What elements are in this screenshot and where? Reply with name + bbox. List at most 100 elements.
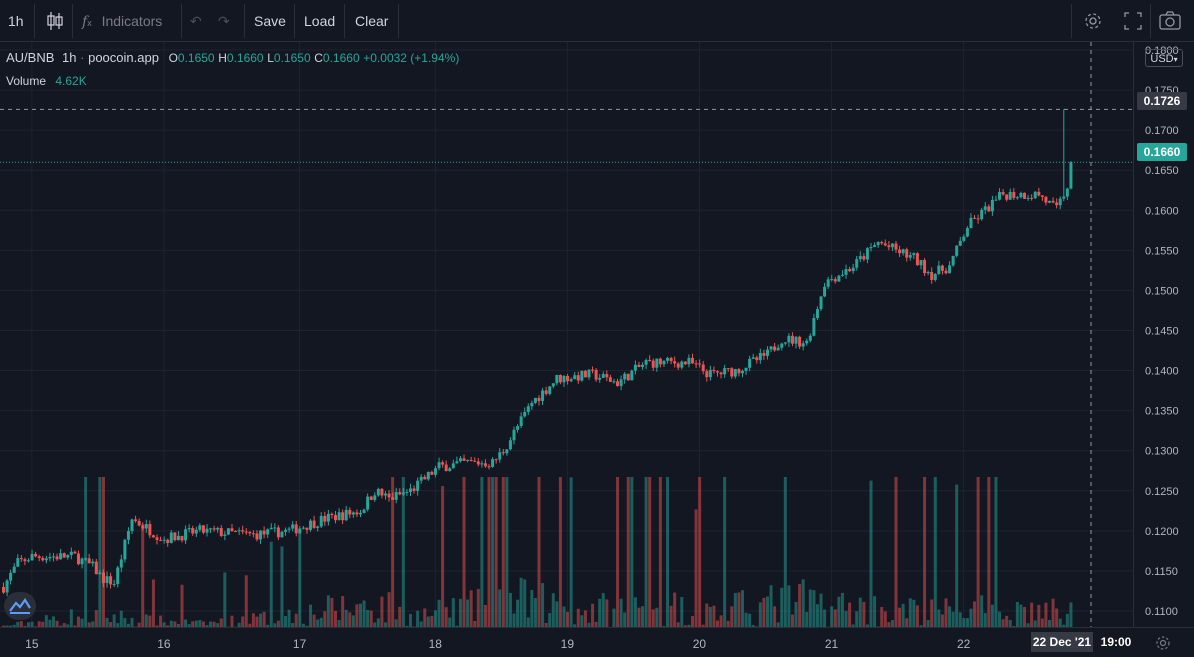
volume-bar bbox=[820, 594, 823, 627]
candle-body bbox=[598, 378, 601, 380]
logo-icon[interactable] bbox=[4, 592, 36, 620]
candle-body bbox=[455, 461, 458, 463]
candle-body bbox=[923, 260, 926, 273]
volume-bar bbox=[120, 611, 123, 627]
volume-bar bbox=[616, 477, 619, 627]
volume-bar bbox=[259, 614, 262, 627]
candle-body bbox=[195, 530, 198, 534]
volume-bar bbox=[777, 622, 780, 627]
volume-bar bbox=[280, 546, 283, 627]
volume-bar bbox=[659, 477, 662, 627]
candle-body bbox=[745, 368, 748, 371]
candle-body bbox=[969, 218, 972, 228]
candle-body bbox=[202, 525, 205, 532]
candle-body bbox=[952, 256, 955, 266]
y-tick-label: 0.1100 bbox=[1145, 606, 1178, 618]
fullscreen-icon[interactable] bbox=[1122, 0, 1144, 42]
candle-body bbox=[20, 558, 23, 559]
y-tick-label: 0.1300 bbox=[1145, 446, 1179, 458]
x-tick-label: 20 bbox=[693, 637, 707, 651]
volume-bar bbox=[252, 613, 255, 627]
candle-body bbox=[448, 468, 451, 471]
volume-bar bbox=[245, 575, 248, 627]
candle-body bbox=[816, 309, 819, 318]
volume-bar bbox=[884, 611, 887, 627]
gear-icon[interactable] bbox=[1154, 634, 1172, 652]
indicators-button[interactable]: fx Indicators bbox=[82, 0, 177, 42]
candle-body bbox=[516, 426, 519, 430]
legend-o-value: 0.1650 bbox=[178, 51, 215, 65]
candle-body bbox=[305, 528, 308, 530]
candle-body bbox=[230, 528, 233, 531]
candle-body bbox=[562, 376, 565, 382]
volume-bar bbox=[645, 477, 648, 627]
volume-bar bbox=[730, 606, 733, 627]
volume-bar bbox=[1066, 614, 1069, 627]
candle-body bbox=[905, 249, 908, 257]
volume-bar bbox=[984, 613, 987, 627]
candle-body bbox=[1027, 198, 1030, 199]
candle-body bbox=[166, 540, 169, 543]
undo-icon[interactable]: ↶ bbox=[190, 0, 208, 42]
volume-bar bbox=[445, 607, 448, 627]
currency-selector[interactable]: USD▾ bbox=[1145, 49, 1183, 67]
redo-icon[interactable]: ↷ bbox=[218, 0, 236, 42]
candle-body bbox=[91, 562, 94, 564]
volume-bar bbox=[148, 616, 151, 627]
candle-body bbox=[109, 576, 112, 584]
legend-symbol[interactable]: AU/BNB bbox=[6, 50, 54, 65]
candle-body bbox=[927, 272, 930, 273]
volume-bar bbox=[538, 477, 541, 627]
candle-body bbox=[784, 342, 787, 343]
volume-bar bbox=[173, 621, 176, 627]
volume-bar bbox=[955, 485, 958, 627]
volume-bar bbox=[859, 598, 862, 627]
volume-bar bbox=[1005, 616, 1008, 627]
candle-body bbox=[106, 576, 109, 583]
volume-bar bbox=[73, 625, 76, 627]
volume-bar bbox=[523, 579, 526, 627]
candle-body bbox=[416, 481, 419, 491]
price-chart[interactable]: 0.18000.17500.17000.16500.16000.15500.15… bbox=[0, 42, 1194, 654]
candle-body bbox=[787, 336, 790, 343]
volume-bar bbox=[505, 477, 508, 627]
candles-icon[interactable] bbox=[44, 0, 66, 42]
candle-body bbox=[373, 495, 376, 500]
candle-body bbox=[987, 206, 990, 211]
volume-bar bbox=[195, 621, 198, 627]
volume-bar bbox=[23, 626, 26, 627]
volume-bar bbox=[1037, 605, 1040, 627]
interval-button[interactable]: 1h bbox=[8, 0, 32, 42]
volume-bar bbox=[773, 606, 776, 627]
candle-body bbox=[248, 532, 251, 533]
candle-body bbox=[677, 363, 680, 367]
candle-body bbox=[273, 527, 276, 528]
volume-bar bbox=[666, 477, 669, 627]
save-button[interactable]: Save bbox=[254, 0, 286, 42]
volume-bar bbox=[634, 597, 637, 627]
volume-bar bbox=[427, 617, 430, 627]
candle-body bbox=[430, 472, 433, 475]
candle-body bbox=[934, 274, 937, 280]
volume-value: 4.62K bbox=[55, 74, 86, 88]
load-button[interactable]: Load bbox=[304, 0, 335, 42]
candle-body bbox=[545, 390, 548, 393]
candle-body bbox=[405, 492, 408, 493]
candle-body bbox=[944, 271, 947, 273]
volume-bar bbox=[973, 601, 976, 627]
volume-bar bbox=[830, 606, 833, 627]
candle-body bbox=[198, 525, 201, 529]
clear-button[interactable]: Clear bbox=[355, 0, 388, 42]
volume-bar bbox=[548, 613, 551, 627]
volume-bar bbox=[255, 617, 258, 627]
volume-bar bbox=[748, 614, 751, 627]
volume-bar bbox=[720, 615, 723, 627]
candle-body bbox=[505, 449, 508, 453]
gear-icon[interactable] bbox=[1082, 0, 1104, 42]
candle-body bbox=[1052, 201, 1055, 203]
volume-bar bbox=[562, 607, 565, 627]
volume-bar bbox=[188, 624, 191, 627]
camera-icon[interactable] bbox=[1158, 0, 1182, 42]
candle-body bbox=[245, 532, 248, 533]
top-toolbar: 1h fx Indicators ↶ ↷ Save Load Clear bbox=[0, 0, 1194, 42]
